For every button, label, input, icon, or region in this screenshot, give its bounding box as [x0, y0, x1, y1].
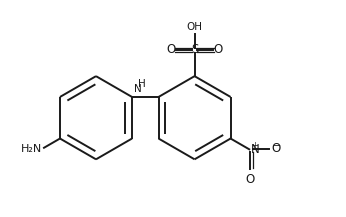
Text: −: − [273, 141, 281, 151]
Text: O: O [213, 43, 223, 56]
Text: H₂N: H₂N [21, 144, 43, 154]
Text: OH: OH [186, 22, 202, 32]
Text: N: N [251, 143, 260, 156]
Text: O: O [271, 142, 280, 155]
Text: H: H [138, 79, 146, 89]
Text: S: S [191, 43, 198, 56]
Text: O: O [246, 173, 255, 186]
Text: N: N [134, 84, 142, 94]
Text: O: O [166, 43, 175, 56]
Text: +: + [251, 141, 258, 150]
